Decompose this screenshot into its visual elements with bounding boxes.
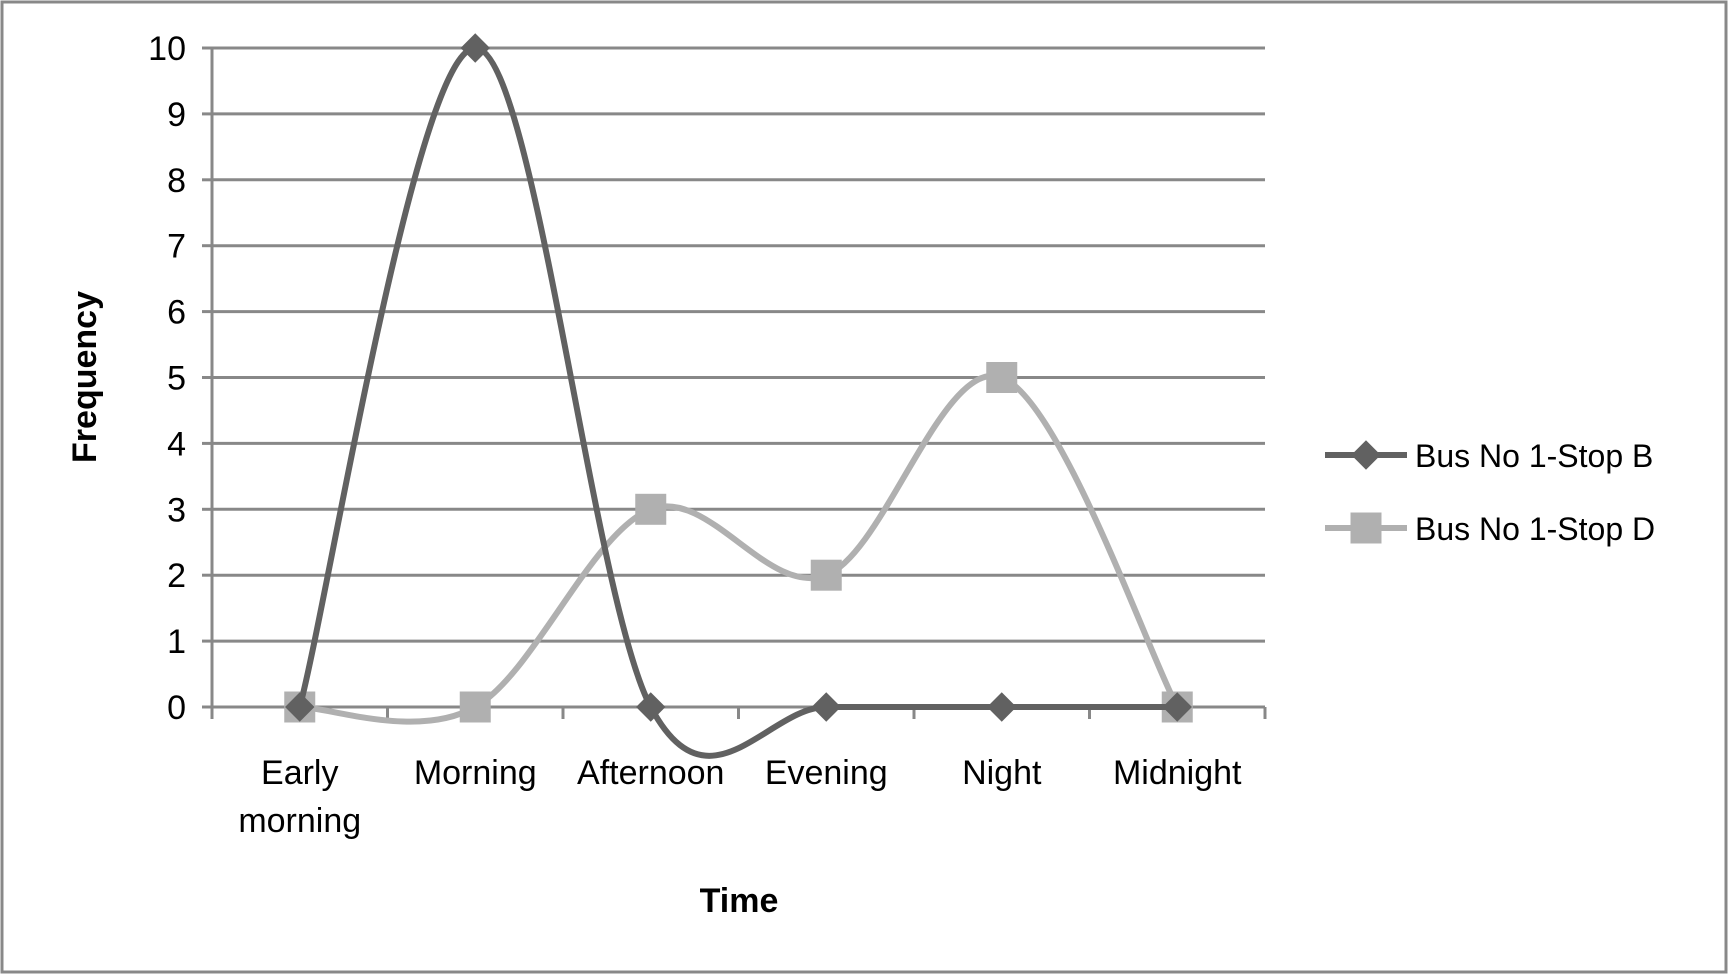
x-tick-label: Evening — [765, 754, 888, 792]
data-point — [636, 692, 666, 722]
gridlines — [212, 46, 1265, 643]
data-point — [810, 559, 842, 591]
x-tick-label: Midnight — [1113, 754, 1242, 792]
x-tick-label: Morning — [414, 754, 537, 792]
y-tick-label: 10 — [148, 30, 186, 68]
data-point — [1162, 692, 1192, 722]
y-tick-labels: 0 1 2 3 4 5 6 7 8 9 10 — [148, 30, 186, 727]
y-tick-label: 7 — [167, 228, 186, 266]
legend-label: Bus No 1-Stop D — [1415, 511, 1655, 547]
x-tick-label: Afternoon — [577, 754, 724, 792]
x-tick-label: Night — [962, 754, 1042, 792]
series-1 — [285, 33, 1192, 759]
legend-item: Bus No 1-Stop D — [1325, 511, 1655, 547]
y-tick-label: 1 — [167, 623, 186, 661]
data-point — [811, 692, 841, 722]
y-tick-label: 8 — [167, 162, 186, 200]
series-line — [296, 45, 1181, 759]
y-tick-label: 9 — [167, 96, 186, 134]
legend-marker — [1350, 512, 1382, 544]
data-point — [460, 33, 490, 63]
data-point — [285, 692, 315, 722]
series — [284, 33, 1193, 759]
x-tick-label: Early morning — [238, 754, 361, 840]
data-point — [986, 362, 1018, 393]
y-tick-label: 4 — [167, 425, 186, 463]
y-tick-label: 0 — [167, 689, 186, 727]
legend-label: Bus No 1-Stop B — [1415, 438, 1653, 474]
data-point — [459, 691, 491, 723]
x-axis-title: Time — [700, 882, 779, 920]
y-tick-label: 6 — [167, 294, 186, 332]
data-point — [987, 692, 1017, 722]
series-2 — [284, 362, 1193, 725]
y-axis-title: Frequency — [66, 291, 104, 463]
y-tick-label: 2 — [167, 557, 186, 595]
data-point — [635, 493, 667, 525]
legend: Bus No 1-Stop B Bus No 1-Stop D — [1325, 438, 1655, 547]
x-tick-labels: Early morning Morning Afternoon Evening Night… — [238, 754, 1242, 840]
y-tick-label: 3 — [167, 491, 186, 529]
legend-marker — [1351, 440, 1381, 470]
legend-item: Bus No 1-Stop B — [1325, 438, 1653, 474]
y-tick-label: 5 — [167, 360, 186, 398]
